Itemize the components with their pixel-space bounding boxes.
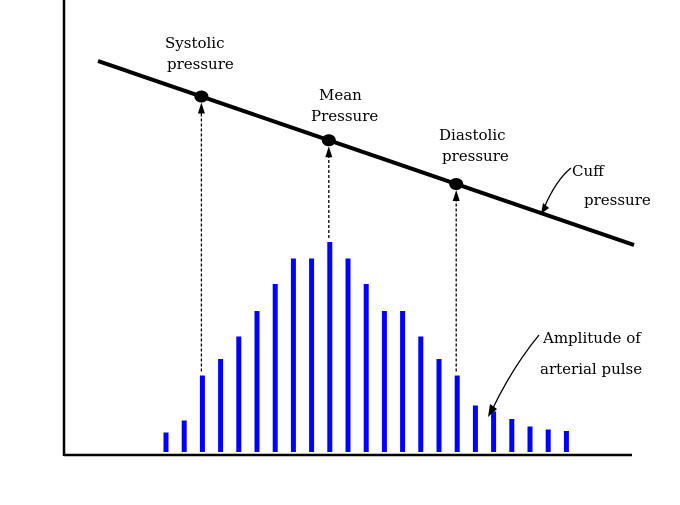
- pulse-bar: [290, 258, 296, 452]
- pulse-bar: [272, 284, 278, 452]
- mean-label-line1: Mean: [319, 86, 362, 104]
- amplitude-leader: [491, 334, 540, 411]
- mean-label-line2: Pressure: [311, 107, 378, 125]
- diastolic-point: [449, 178, 464, 190]
- pulse-bar: [181, 420, 187, 452]
- diastolic-label-line1: Diastolic: [439, 126, 506, 144]
- mean-point: [321, 134, 336, 147]
- pulse-bar: [491, 411, 497, 452]
- pulse-bar: [363, 284, 369, 452]
- cuff-leader-arrowhead: [541, 203, 549, 214]
- pulse-bar: [236, 336, 242, 452]
- amplitude-label-line2: arterial pulse: [540, 360, 642, 378]
- systolic-label-line2: pressure: [167, 55, 234, 73]
- pulse-bar: [563, 431, 569, 452]
- pulse-bar: [381, 311, 387, 452]
- pulse-bar: [418, 336, 424, 452]
- systolic-arrowhead: [197, 102, 205, 114]
- pulse-bar: [218, 359, 224, 452]
- diastolic-label-line2: pressure: [442, 147, 509, 165]
- pulse-bar: [309, 258, 315, 452]
- cuff-label-line1: Cuff: [572, 162, 605, 180]
- pulse-bar: [345, 258, 351, 452]
- pulse-bar: [199, 375, 205, 452]
- pressure-connectors: [194, 90, 464, 372]
- pulse-bar: [545, 429, 551, 452]
- pulse-bar: [436, 359, 442, 452]
- pulse-bar: [472, 405, 478, 452]
- pulse-bars: [163, 242, 569, 452]
- amplitude-label-line1: Amplitude of: [542, 329, 642, 347]
- diastolic-arrowhead: [452, 189, 460, 201]
- mean-arrowhead: [325, 146, 333, 158]
- pulse-bar: [400, 311, 406, 452]
- pulse-bar: [163, 432, 169, 452]
- systolic-point: [194, 90, 209, 103]
- systolic-label-line1: Systolic: [165, 34, 225, 52]
- cuff-pressure-line: [97, 59, 635, 247]
- cuff-leader: [543, 167, 572, 209]
- pulse-bar: [254, 311, 260, 452]
- amplitude-leader-arrowhead: [488, 404, 497, 417]
- pulse-bar: [454, 375, 460, 452]
- pulse-bar: [509, 419, 515, 452]
- cuff-label-line2: pressure: [584, 191, 651, 209]
- pulse-bar: [527, 426, 533, 452]
- pulse-bar: [327, 242, 333, 452]
